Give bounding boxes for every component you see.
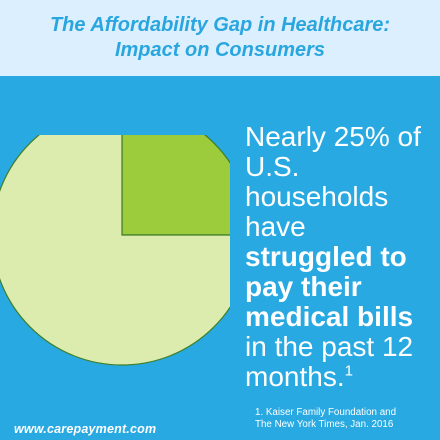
pie-slice-1: [121, 135, 230, 236]
website-link[interactable]: www.carepayment.com: [14, 422, 157, 436]
source-footnote: 1. Kaiser Family Foundation and The New …: [255, 407, 397, 430]
header-banner: The Affordability Gap in Healthcare: Imp…: [0, 0, 440, 76]
headline-part-2: in the past 12 months.: [245, 331, 414, 392]
page-title: The Affordability Gap in Healthcare: Imp…: [49, 14, 391, 61]
footnote-marker: 1: [344, 362, 353, 380]
pie-slices: [0, 135, 230, 366]
pie-slice-2: [0, 135, 230, 366]
headline-emphasis: struggled to pay their medical bills: [245, 241, 414, 332]
pie-chart: [0, 135, 230, 366]
headline-part-1: Nearly 25% of U.S. households have: [245, 121, 421, 242]
headline-text: Nearly 25% of U.S. households have strug…: [245, 122, 440, 392]
